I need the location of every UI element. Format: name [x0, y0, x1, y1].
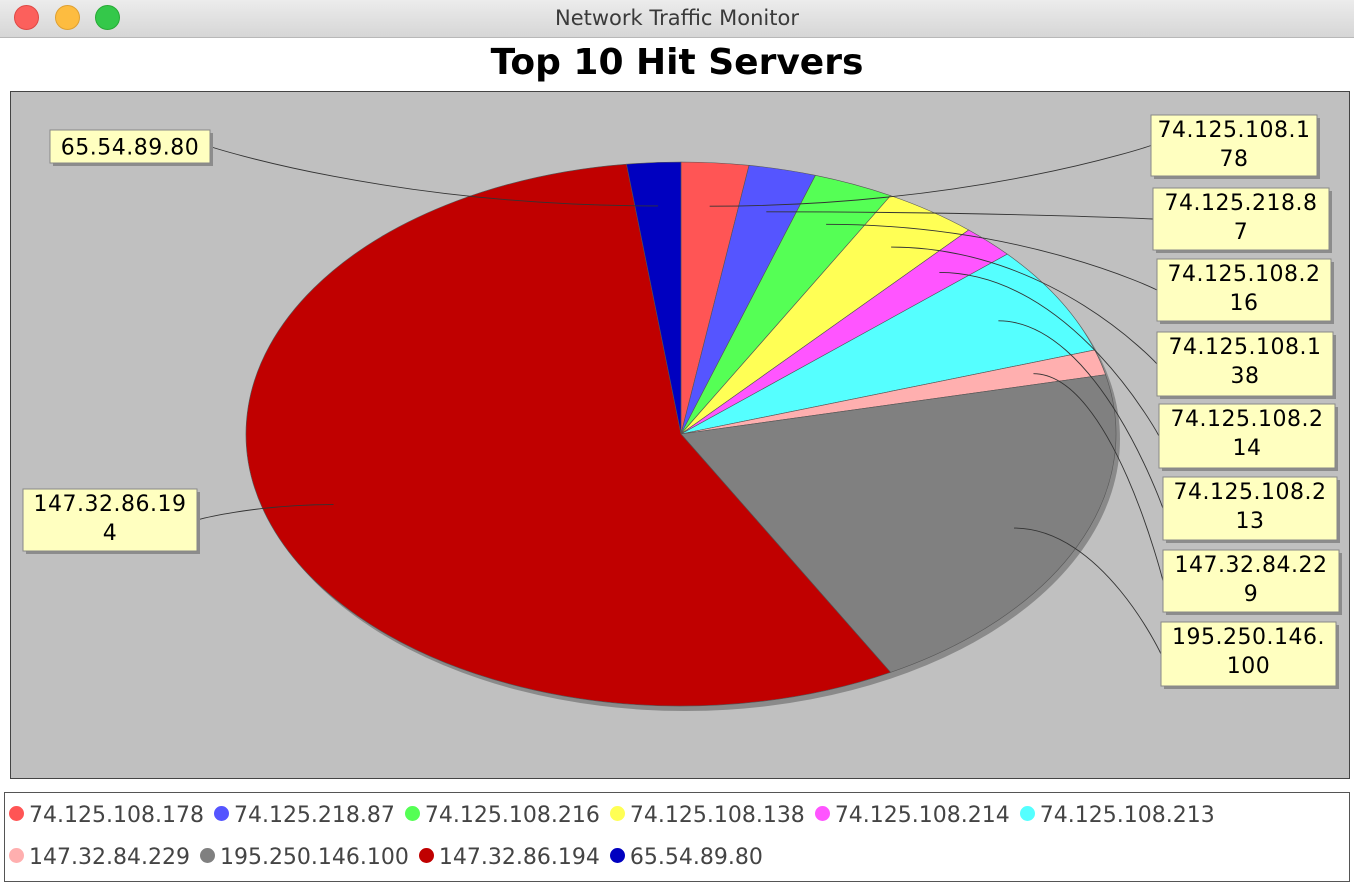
slice-label-text: 74.125.218.8: [1165, 191, 1318, 216]
slice-label-text: 78: [1220, 147, 1249, 172]
minimize-window-button[interactable]: [55, 5, 80, 30]
legend-swatch: [1019, 806, 1035, 821]
legend-label: 74.125.108.178: [29, 803, 204, 828]
callout-labels: 74.125.108.1 78 74.125.218.8 7 74.125.108.2 1…: [22, 114, 1342, 689]
slice-label-text: 74.125.108.2: [1168, 262, 1321, 287]
legend-item[interactable]: 74.125.108.138: [609, 797, 805, 835]
legend-label: 74.125.108.216: [424, 803, 600, 828]
slice-label: 65.54.89.80: [49, 129, 213, 166]
legend-row: 74.125.108.178 74.125.218.87 74.125.108.21…: [9, 797, 1349, 839]
pie-slice[interactable]: [680, 253, 1096, 435]
pie-slice[interactable]: [245, 163, 892, 707]
legend-label: 74.125.108.213: [1039, 803, 1215, 828]
slice-label-text: 13: [1236, 509, 1265, 534]
slice-label-box: [1156, 258, 1332, 322]
slice-label: 147.32.84.22 9: [1162, 549, 1342, 615]
slice-label-box: [1162, 549, 1340, 613]
legend-label: 195.250.146.100: [219, 845, 409, 870]
close-window-button[interactable]: [14, 5, 39, 30]
slice-label: 74.125.108.2 14: [1158, 403, 1338, 471]
slice-label-box: [1162, 476, 1338, 541]
legend-swatch: [213, 806, 229, 821]
slice-label-text: 74.125.108.2: [1171, 407, 1324, 432]
slice-label-box: [1152, 187, 1330, 251]
legend-label: 74.125.108.138: [629, 803, 805, 828]
callout-line: [709, 145, 1152, 207]
slice-label-text: 38: [1231, 364, 1260, 389]
slice-label: 74.125.108.2 13: [1162, 476, 1340, 543]
maximize-window-button[interactable]: [95, 5, 120, 30]
callout-line: [1014, 527, 1162, 655]
slice-label-text: 74.125.108.1: [1158, 118, 1311, 143]
legend-item[interactable]: 74.125.108.178: [9, 797, 204, 835]
legend-swatch: [404, 806, 420, 821]
slice-label-box: [1150, 114, 1318, 177]
callout-line: [766, 211, 1154, 220]
legend-label: 147.32.84.229: [29, 845, 190, 870]
legend-item[interactable]: 147.32.86.194: [418, 839, 600, 877]
callout-line: [209, 146, 659, 207]
slice-label: 147.32.86.19 4: [22, 488, 200, 554]
legend-swatch: [199, 848, 215, 863]
slice-label: 74.125.108.2 16: [1156, 258, 1334, 324]
slice-label: 74.125.108.1 78: [1150, 114, 1320, 179]
legend-label: 147.32.86.194: [438, 845, 600, 870]
legend-item[interactable]: 147.32.84.229: [9, 839, 190, 877]
slice-label-text: 9: [1244, 582, 1259, 607]
slice-label: 195.250.146. 100: [1160, 621, 1339, 689]
slice-label-box: [1156, 331, 1334, 397]
slice-label: 74.125.218.8 7: [1152, 187, 1332, 253]
plot-area: 74.125.108.1 78 74.125.218.8 7 74.125.108.2 1…: [10, 91, 1350, 779]
slice-label-text: 14: [1233, 436, 1262, 461]
slice-label-box: [49, 129, 211, 164]
legend-swatch: [9, 806, 24, 821]
slice-label-text: 16: [1230, 291, 1259, 316]
slice-label-text: 100: [1227, 654, 1271, 679]
slice-label-text: 65.54.89.80: [61, 136, 199, 161]
legend-label: 74.125.108.214: [834, 803, 1010, 828]
slice-label-text: 147.32.84.22: [1175, 553, 1328, 578]
legend-label: 65.54.89.80: [629, 845, 763, 870]
legend-item[interactable]: 74.125.218.87: [213, 797, 395, 835]
callout-line: [998, 320, 1164, 509]
legend-swatch: [814, 806, 830, 821]
legend-swatch: [9, 848, 24, 863]
pie-chart: 74.125.108.1 78 74.125.218.8 7 74.125.108.2 1…: [22, 114, 1342, 711]
slice-label-box: [1158, 403, 1336, 469]
chart-legend: 74.125.108.178 74.125.218.87 74.125.108.21…: [4, 792, 1350, 882]
chart-title: Top 10 Hit Servers: [490, 42, 864, 83]
slice-label-text: 7: [1234, 220, 1249, 245]
window-titlebar: Network Traffic Monitor: [0, 0, 1354, 38]
callout-line: [826, 223, 1158, 291]
slice-label-box: [1160, 621, 1337, 687]
window-title: Network Traffic Monitor: [555, 6, 799, 30]
legend-swatch: [609, 806, 625, 821]
legend-item[interactable]: 74.125.108.214: [814, 797, 1010, 835]
legend-swatch: [609, 848, 625, 863]
slice-label-text: 147.32.86.19: [34, 492, 187, 517]
slice-label: 74.125.108.1 38: [1156, 331, 1336, 399]
slice-label-text: 74.125.108.2: [1174, 480, 1327, 505]
legend-item[interactable]: 195.250.146.100: [199, 839, 409, 877]
legend-row: 147.32.84.229 195.250.146.100 147.32.86.19…: [9, 839, 1349, 881]
pie-slice[interactable]: [680, 374, 1117, 673]
slice-label-text: 74.125.108.1: [1169, 335, 1322, 360]
legend-label: 74.125.218.87: [233, 803, 395, 828]
callout-line: [939, 271, 1160, 437]
legend-item[interactable]: 74.125.108.213: [1019, 797, 1215, 835]
callout-line: [891, 246, 1158, 365]
slice-label-text: 195.250.146.: [1172, 625, 1325, 650]
pie-slice[interactable]: [626, 161, 682, 435]
legend-item[interactable]: 74.125.108.216: [404, 797, 600, 835]
legend-swatch: [418, 848, 434, 863]
legend-item[interactable]: 65.54.89.80: [609, 839, 763, 877]
slice-label-box: [22, 488, 198, 552]
slice-label-text: 4: [103, 521, 118, 546]
